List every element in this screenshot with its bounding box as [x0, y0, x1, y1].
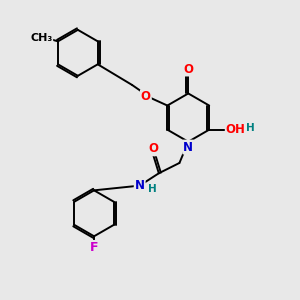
- Text: O: O: [141, 90, 151, 103]
- Text: H: H: [148, 184, 157, 194]
- Text: N: N: [183, 141, 193, 154]
- Text: O: O: [148, 142, 158, 155]
- Text: OH: OH: [226, 123, 246, 136]
- Text: F: F: [90, 241, 98, 254]
- Text: N: N: [135, 179, 145, 192]
- Text: CH₃: CH₃: [30, 33, 52, 43]
- Text: O: O: [183, 62, 193, 76]
- Text: H: H: [246, 123, 255, 133]
